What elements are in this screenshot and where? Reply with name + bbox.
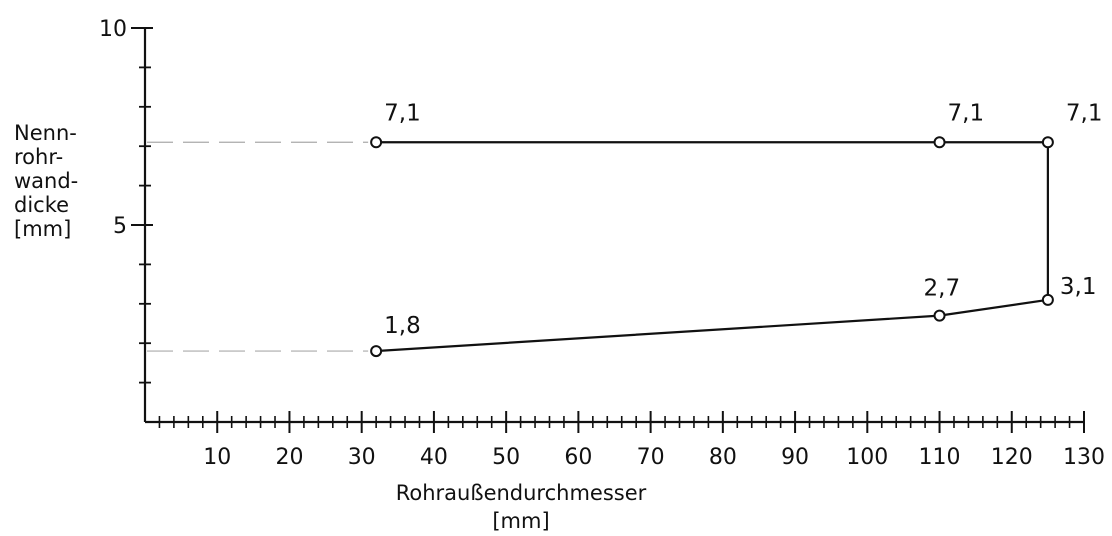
x-axis-label: Rohraußendurchmesser [mm] bbox=[396, 481, 647, 533]
x-tick-label: 80 bbox=[709, 445, 737, 470]
x-axis-label-line: Rohraußendurchmesser bbox=[396, 481, 647, 505]
data-point-marker bbox=[370, 136, 383, 149]
y-axis-label-line: dicke bbox=[14, 193, 69, 217]
x-tick-label: 30 bbox=[348, 445, 376, 470]
x-tick-label: 90 bbox=[781, 445, 809, 470]
y-tick-label: 5 bbox=[113, 214, 127, 239]
y-axis-label-line: rohr- bbox=[14, 145, 63, 169]
data-point-marker bbox=[933, 136, 946, 149]
reference-lines bbox=[147, 141, 369, 352]
data-label: 7,1 bbox=[384, 100, 421, 126]
data-labels: 7,1 7,1 7,1 3,1 2,7 1,8 bbox=[384, 100, 1102, 339]
y-axis-label-line: Nenn- bbox=[14, 121, 77, 145]
y-tick-label: 10 bbox=[99, 17, 127, 42]
axes: 10 20 30 40 50 60 70 80 90 100 110 120 130 5 10 bbox=[99, 17, 1105, 470]
data-label: 2,7 bbox=[924, 276, 961, 302]
data-series bbox=[370, 136, 1054, 358]
x-tick-label: 10 bbox=[203, 445, 231, 470]
data-point-marker bbox=[1041, 136, 1054, 149]
y-axis-label-line: wand- bbox=[14, 169, 78, 193]
series-line bbox=[376, 141, 1049, 353]
x-axis-label-line: [mm] bbox=[492, 509, 549, 533]
x-tick-label: 120 bbox=[991, 445, 1033, 470]
data-label: 3,1 bbox=[1060, 274, 1097, 300]
data-label: 7,1 bbox=[1066, 100, 1103, 126]
data-point-marker bbox=[1041, 293, 1054, 306]
x-tick-label: 60 bbox=[564, 445, 592, 470]
y-axis-label: Nenn-rohr-wand-dicke[mm] bbox=[14, 121, 78, 241]
data-point-marker bbox=[933, 309, 946, 322]
x-tick-label: 20 bbox=[275, 445, 303, 470]
data-label: 7,1 bbox=[948, 100, 985, 126]
x-tick-label: 70 bbox=[637, 445, 665, 470]
data-point-marker bbox=[370, 345, 383, 358]
x-tick-label: 100 bbox=[846, 445, 888, 470]
x-tick-label: 50 bbox=[492, 445, 520, 470]
data-label: 1,8 bbox=[384, 313, 421, 339]
x-tick-label: 110 bbox=[919, 445, 961, 470]
x-tick-label: 40 bbox=[420, 445, 448, 470]
x-tick-label: 130 bbox=[1063, 445, 1105, 470]
y-axis-label-line: [mm] bbox=[14, 217, 71, 241]
